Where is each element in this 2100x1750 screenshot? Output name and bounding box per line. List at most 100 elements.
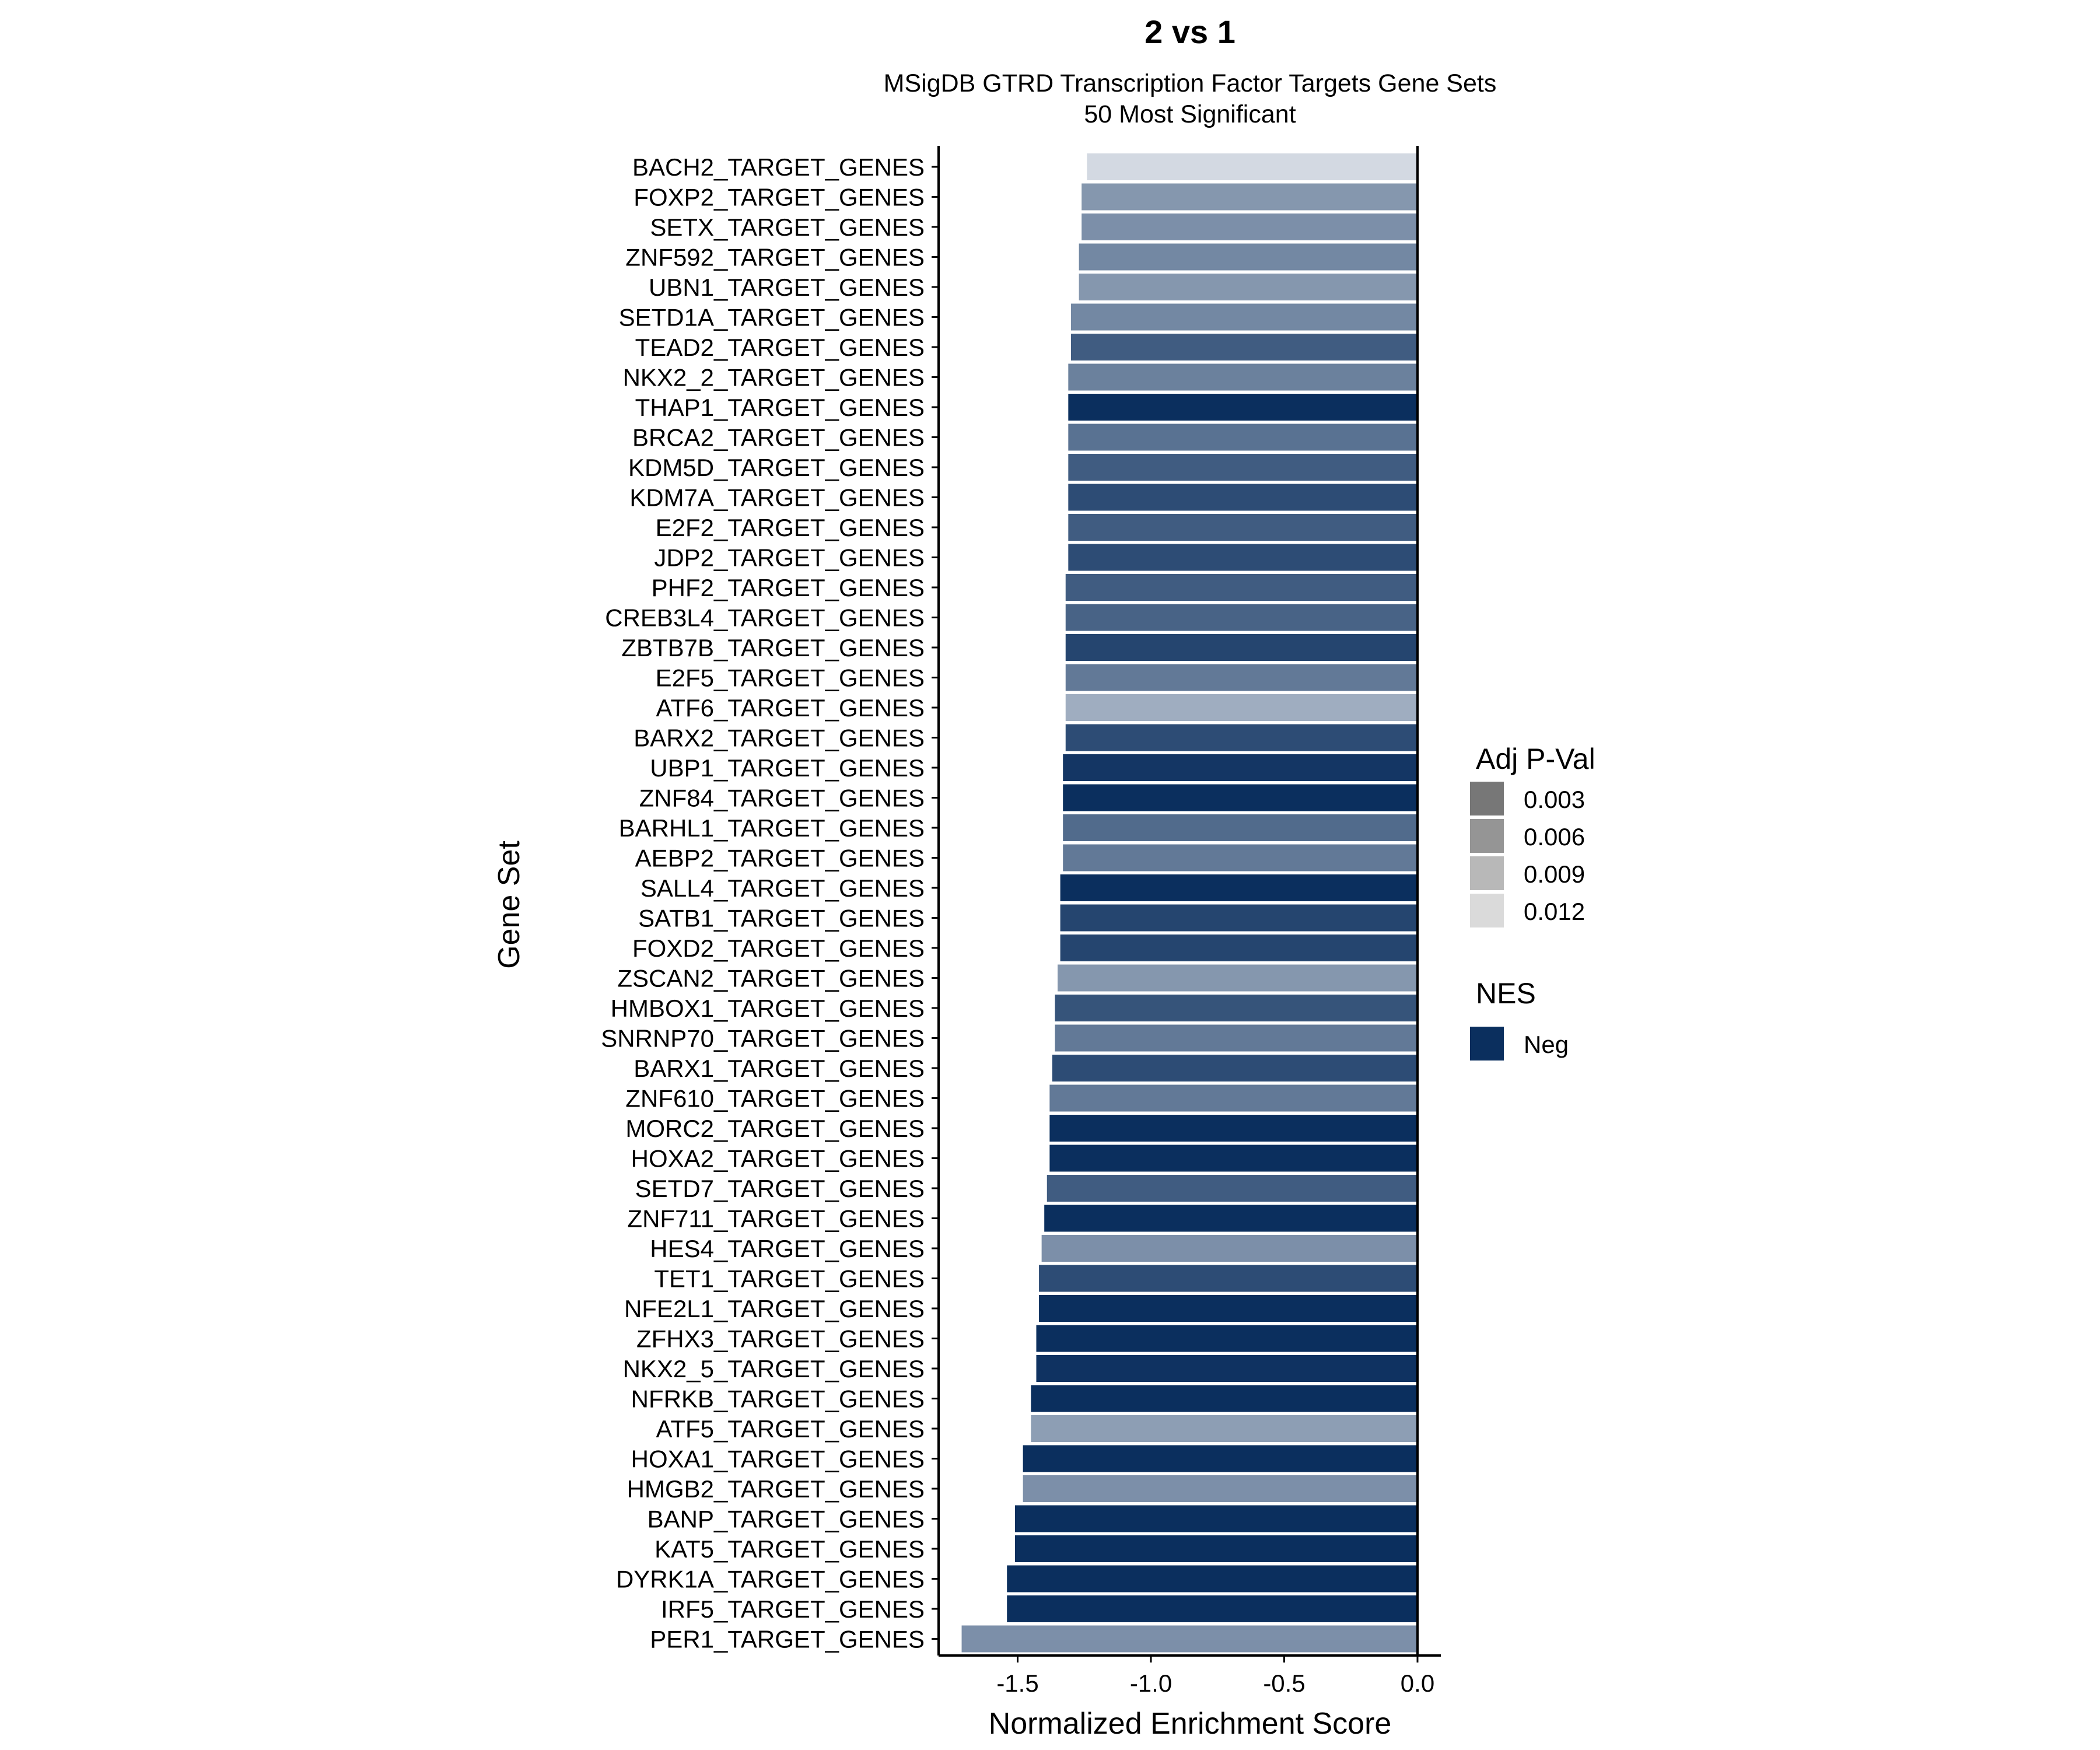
y-tick-label: SNRNP70_TARGET_GENES — [601, 1025, 925, 1052]
y-tick-label: TEAD2_TARGET_GENES — [635, 334, 925, 361]
bar — [1068, 394, 1418, 421]
bar — [1023, 1445, 1418, 1472]
bar — [1014, 1535, 1418, 1562]
x-tick-label: -1.5 — [996, 1670, 1038, 1697]
bar — [1082, 183, 1418, 211]
y-tick-label: ZNF610_TARGET_GENES — [625, 1085, 925, 1112]
bar — [1082, 214, 1418, 240]
y-tick-label: SATB1_TARGET_GENES — [638, 905, 925, 932]
bar — [1007, 1595, 1418, 1622]
bar — [1070, 334, 1418, 360]
x-ticks: -1.5 -1.0 -0.5 0.0 — [996, 1656, 1434, 1697]
bar — [1065, 634, 1418, 661]
y-tick-label: THAP1_TARGET_GENES — [635, 394, 925, 421]
y-tick-label: KAT5_TARGET_GENES — [654, 1535, 925, 1563]
legend-fill-entries: Neg — [1470, 1027, 1569, 1060]
bar — [1070, 303, 1418, 331]
legend-swatch — [1470, 856, 1504, 890]
bar — [1049, 1144, 1418, 1172]
y-tick-label: ATF6_TARGET_GENES — [656, 694, 925, 722]
bar — [1031, 1385, 1418, 1412]
y-tick-label: ZNF592_TARGET_GENES — [625, 244, 925, 271]
y-tick-label: ZNF711_TARGET_GENES — [627, 1205, 925, 1233]
y-tick-label: E2F2_TARGET_GENES — [656, 514, 925, 541]
bar — [1068, 424, 1418, 451]
bar — [1068, 544, 1418, 571]
bar — [1065, 694, 1418, 721]
y-tick-label: HMBOX1_TARGET_GENES — [611, 995, 925, 1022]
x-axis-title: Normalized Enrichment Score — [989, 1707, 1392, 1741]
bar — [1068, 484, 1418, 511]
legend-label: 0.009 — [1524, 860, 1585, 888]
bar — [1065, 724, 1418, 751]
legend-swatch — [1470, 782, 1504, 816]
y-tick-label: NKX2_2_TARGET_GENES — [623, 364, 925, 391]
y-tick-labels: BACH2_TARGET_GENES FOXP2_TARGET_GENES SETX… — [601, 153, 939, 1653]
bar — [1079, 243, 1418, 271]
bar — [1065, 604, 1418, 631]
y-tick-label: HOXA1_TARGET_GENES — [631, 1446, 925, 1473]
bar — [1055, 995, 1418, 1021]
y-tick-label: HMGB2_TARGET_GENES — [627, 1475, 925, 1503]
bar — [1039, 1295, 1418, 1322]
x-tick-label: 0.0 — [1401, 1670, 1434, 1697]
bar — [1058, 964, 1418, 992]
bar — [1052, 1055, 1418, 1082]
y-tick-label: SETX_TARGET_GENES — [650, 214, 925, 241]
y-tick-label: BRCA2_TARGET_GENES — [632, 424, 925, 452]
y-tick-label: BARHL1_TARGET_GENES — [619, 814, 925, 842]
bars-group — [961, 153, 1418, 1653]
bar — [1065, 664, 1418, 691]
bar — [1039, 1265, 1418, 1292]
y-tick-label: JDP2_TARGET_GENES — [654, 544, 925, 572]
chart-title: 2 vs 1 — [1144, 13, 1236, 50]
y-tick-label: SALL4_TARGET_GENES — [640, 874, 925, 902]
y-tick-label: ZFHX3_TARGET_GENES — [636, 1325, 925, 1353]
y-tick-label: BANP_TARGET_GENES — [648, 1506, 925, 1533]
bar — [1049, 1115, 1418, 1142]
y-tick-label: IRF5_TARGET_GENES — [661, 1595, 925, 1623]
y-tick-label: ZNF84_TARGET_GENES — [639, 785, 925, 812]
bar — [1068, 363, 1418, 391]
y-tick-label: DYRK1A_TARGET_GENES — [616, 1566, 925, 1593]
bar — [1014, 1505, 1418, 1532]
y-tick-label: CREB3L4_TARGET_GENES — [605, 604, 925, 632]
bar — [961, 1625, 1418, 1653]
y-tick-label: KDM7A_TARGET_GENES — [629, 484, 925, 512]
bar — [1063, 784, 1418, 811]
y-tick-label: SETD1A_TARGET_GENES — [619, 304, 925, 331]
legend-swatch — [1470, 894, 1504, 928]
legend-label: 0.006 — [1524, 823, 1585, 850]
x-tick-label: -0.5 — [1263, 1670, 1305, 1697]
bar — [1065, 574, 1418, 601]
bar — [1060, 935, 1418, 961]
y-tick-label: HES4_TARGET_GENES — [650, 1235, 925, 1262]
bar — [1046, 1175, 1418, 1202]
bar — [1079, 274, 1418, 300]
legend-alpha-entries: 0.003 0.006 0.009 0.012 — [1470, 782, 1585, 928]
y-tick-label: TET1_TARGET_GENES — [654, 1265, 925, 1293]
chart-subtitle-line-2: 50 Most Significant — [1084, 100, 1296, 128]
bar — [1063, 814, 1418, 841]
bar — [1049, 1084, 1418, 1112]
y-tick-label: NKX2_5_TARGET_GENES — [623, 1355, 925, 1382]
bar — [1055, 1024, 1418, 1052]
bar — [1044, 1205, 1418, 1232]
chart-subtitle-line-1: MSigDB GTRD Transcription Factor Targets… — [884, 69, 1497, 97]
x-tick-label: -1.0 — [1130, 1670, 1172, 1697]
y-tick-label: ZSCAN2_TARGET_GENES — [617, 965, 925, 992]
y-tick-label: KDM5D_TARGET_GENES — [628, 454, 925, 481]
legend-label: 0.003 — [1524, 786, 1585, 813]
legend-swatch — [1470, 819, 1504, 853]
bar — [1036, 1325, 1418, 1352]
legend-fill-title: NES — [1476, 977, 1536, 1010]
y-tick-label: FOXD2_TARGET_GENES — [632, 935, 925, 962]
legend-swatch — [1470, 1027, 1504, 1060]
y-tick-label: MORC2_TARGET_GENES — [625, 1115, 925, 1142]
y-tick-label: UBN1_TARGET_GENES — [649, 274, 925, 301]
y-tick-label: ATF5_TARGET_GENES — [656, 1415, 925, 1443]
y-tick-label: E2F5_TARGET_GENES — [656, 664, 925, 692]
bar — [1060, 874, 1418, 901]
legend-label: 0.012 — [1524, 898, 1585, 925]
